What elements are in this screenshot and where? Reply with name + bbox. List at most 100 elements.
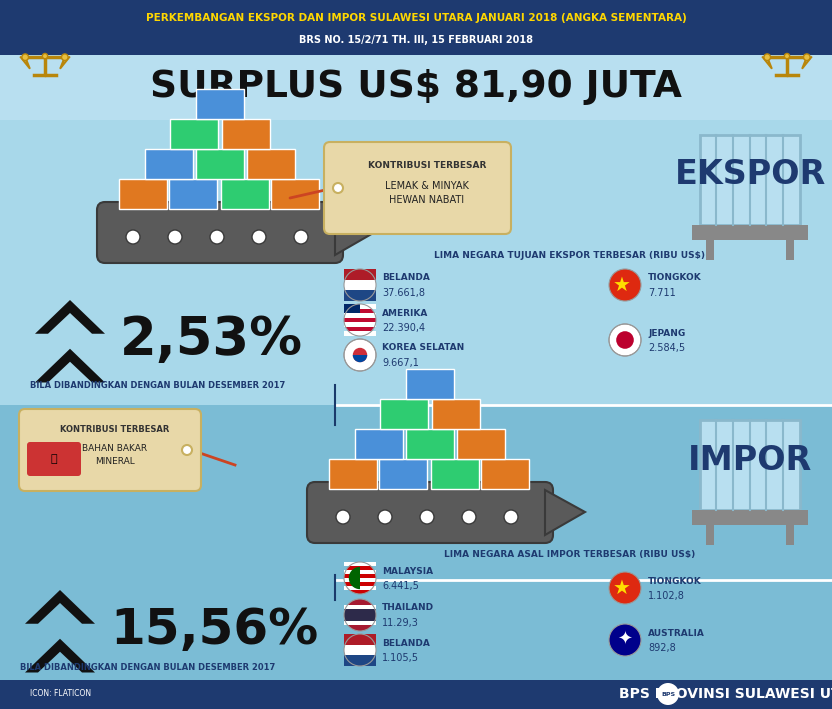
FancyBboxPatch shape — [324, 142, 511, 234]
Wedge shape — [344, 634, 376, 666]
Circle shape — [804, 54, 810, 60]
Text: BPS PROVINSI SULAWESI UTARA: BPS PROVINSI SULAWESI UTARA — [619, 687, 832, 701]
Circle shape — [182, 445, 192, 455]
FancyBboxPatch shape — [0, 0, 832, 55]
FancyBboxPatch shape — [344, 570, 376, 574]
Circle shape — [22, 54, 28, 60]
FancyBboxPatch shape — [344, 313, 376, 318]
Text: BILA DIBANDINGKAN DENGAN BULAN DESEMBER 2017: BILA DIBANDINGKAN DENGAN BULAN DESEMBER … — [30, 381, 285, 389]
Circle shape — [344, 304, 376, 336]
Text: THAILAND: THAILAND — [382, 603, 434, 613]
FancyBboxPatch shape — [0, 405, 832, 680]
Text: 37.661,8: 37.661,8 — [382, 288, 425, 298]
FancyBboxPatch shape — [329, 459, 377, 489]
Text: 2.584,5: 2.584,5 — [648, 343, 685, 353]
FancyBboxPatch shape — [700, 135, 800, 225]
Text: TIONGKOK: TIONGKOK — [648, 274, 701, 282]
FancyBboxPatch shape — [119, 179, 167, 209]
Wedge shape — [353, 355, 367, 362]
Polygon shape — [335, 210, 375, 255]
Text: TIONGKOK: TIONGKOK — [648, 576, 701, 586]
FancyBboxPatch shape — [19, 409, 201, 491]
Text: KONTRIBUSI TERBESAR: KONTRIBUSI TERBESAR — [368, 162, 486, 170]
FancyBboxPatch shape — [344, 608, 376, 621]
Text: 11.29,3: 11.29,3 — [382, 618, 418, 628]
Text: BILA DIBANDINGKAN DENGAN BULAN DESEMBER 2017: BILA DIBANDINGKAN DENGAN BULAN DESEMBER … — [20, 662, 275, 671]
FancyBboxPatch shape — [145, 149, 193, 179]
FancyBboxPatch shape — [481, 459, 529, 489]
Circle shape — [336, 510, 350, 524]
FancyBboxPatch shape — [406, 369, 454, 399]
Wedge shape — [349, 566, 360, 589]
FancyBboxPatch shape — [307, 482, 553, 543]
Text: ★: ★ — [613, 276, 631, 294]
FancyBboxPatch shape — [692, 225, 808, 240]
Text: BELANDA: BELANDA — [382, 639, 430, 647]
FancyBboxPatch shape — [700, 420, 800, 510]
Polygon shape — [545, 490, 585, 535]
Text: KOREA SELATAN: KOREA SELATAN — [382, 343, 464, 352]
FancyBboxPatch shape — [221, 179, 269, 209]
Text: SURPLUS US$ 81,90 JUTA: SURPLUS US$ 81,90 JUTA — [150, 69, 682, 105]
Polygon shape — [25, 639, 60, 673]
Text: 6.441,5: 6.441,5 — [382, 581, 418, 591]
FancyBboxPatch shape — [431, 459, 479, 489]
Text: ✦: ✦ — [617, 631, 632, 649]
Circle shape — [609, 269, 641, 301]
Circle shape — [62, 54, 68, 60]
FancyBboxPatch shape — [692, 510, 808, 525]
FancyBboxPatch shape — [344, 304, 376, 308]
FancyBboxPatch shape — [706, 525, 714, 545]
Text: 1.105,5: 1.105,5 — [382, 653, 419, 663]
FancyBboxPatch shape — [379, 459, 427, 489]
FancyBboxPatch shape — [344, 634, 376, 644]
Text: BPS: BPS — [661, 691, 675, 696]
FancyBboxPatch shape — [27, 442, 81, 476]
Circle shape — [420, 510, 434, 524]
FancyBboxPatch shape — [344, 562, 376, 566]
FancyBboxPatch shape — [0, 680, 832, 709]
FancyBboxPatch shape — [355, 429, 403, 459]
FancyBboxPatch shape — [344, 605, 376, 625]
Circle shape — [333, 183, 343, 193]
FancyBboxPatch shape — [432, 399, 480, 429]
FancyBboxPatch shape — [271, 179, 319, 209]
FancyBboxPatch shape — [786, 525, 794, 545]
Text: 7.711: 7.711 — [648, 288, 676, 298]
Circle shape — [785, 53, 790, 59]
Polygon shape — [60, 590, 95, 624]
Text: LIMA NEGARA ASAL IMPOR TERBESAR (RIBU US$): LIMA NEGARA ASAL IMPOR TERBESAR (RIBU US… — [444, 550, 696, 559]
FancyBboxPatch shape — [169, 179, 217, 209]
FancyBboxPatch shape — [344, 304, 360, 313]
Text: AUSTRALIA: AUSTRALIA — [648, 628, 705, 637]
Text: 🚚: 🚚 — [51, 454, 57, 464]
Circle shape — [344, 599, 376, 631]
Circle shape — [210, 230, 224, 244]
Circle shape — [294, 230, 308, 244]
Text: JEPANG: JEPANG — [648, 328, 686, 337]
Polygon shape — [70, 349, 105, 382]
Circle shape — [609, 624, 641, 656]
FancyBboxPatch shape — [344, 578, 376, 582]
Text: BRS NO. 15/2/71 TH. III, 15 FEBRUARI 2018: BRS NO. 15/2/71 TH. III, 15 FEBRUARI 201… — [299, 35, 533, 45]
Text: EKSPOR: EKSPOR — [675, 159, 825, 191]
Circle shape — [609, 324, 641, 356]
FancyBboxPatch shape — [786, 240, 794, 260]
Circle shape — [252, 230, 266, 244]
Circle shape — [168, 230, 182, 244]
Circle shape — [126, 230, 140, 244]
Text: 2,53%: 2,53% — [120, 314, 303, 366]
FancyBboxPatch shape — [196, 149, 244, 179]
Text: 9.667,1: 9.667,1 — [382, 358, 418, 368]
Circle shape — [504, 510, 518, 524]
FancyBboxPatch shape — [247, 149, 295, 179]
FancyBboxPatch shape — [380, 399, 428, 429]
Text: ICON: FLATICON: ICON: FLATICON — [30, 689, 92, 698]
Text: LIMA NEGARA TUJUAN EKSPOR TERBESAR (RIBU US$): LIMA NEGARA TUJUAN EKSPOR TERBESAR (RIBU… — [434, 250, 706, 259]
FancyBboxPatch shape — [344, 290, 376, 301]
Circle shape — [617, 331, 634, 349]
Polygon shape — [35, 300, 70, 334]
Text: IMPOR: IMPOR — [688, 444, 812, 476]
Text: 15,56%: 15,56% — [110, 606, 319, 654]
Text: 1.102,8: 1.102,8 — [648, 591, 685, 601]
